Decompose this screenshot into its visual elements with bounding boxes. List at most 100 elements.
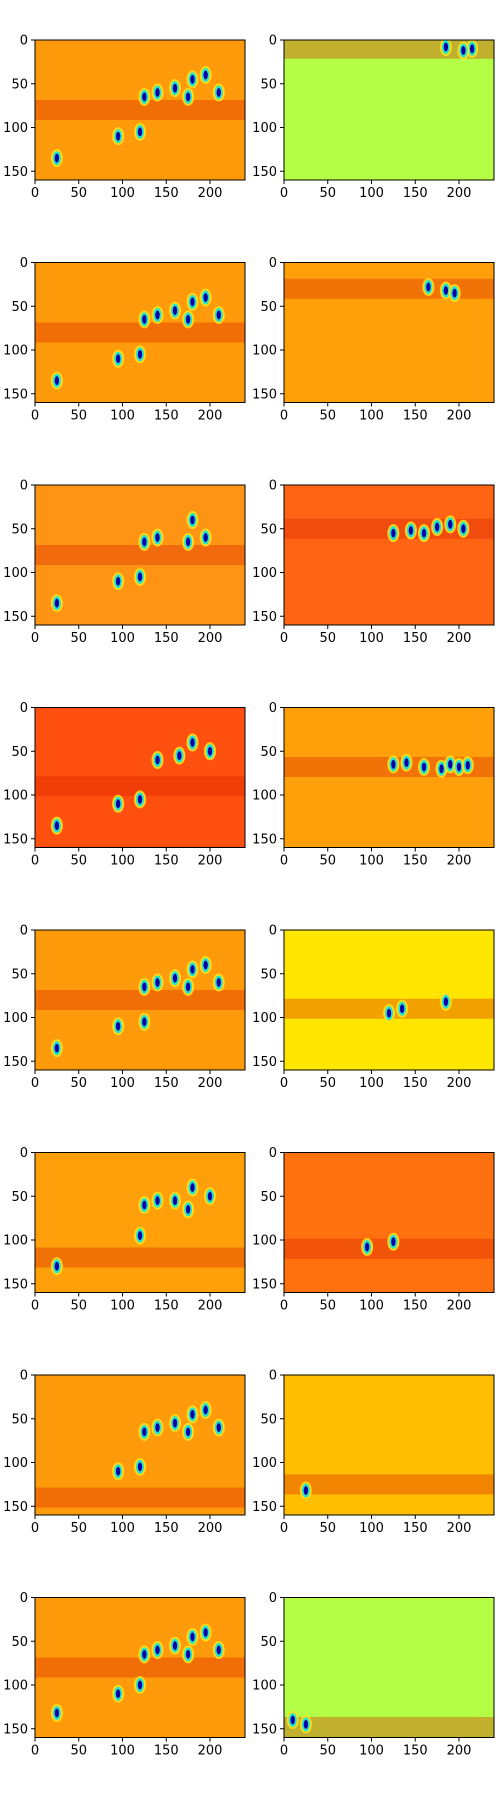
y-tick-label: 50 [260,1190,277,1205]
blob-core [386,1008,392,1018]
x-tick-label: 150 [403,854,428,869]
y-tick-label: 0 [269,1146,277,1161]
heatmap-background [35,485,245,625]
blob-core [54,1708,60,1718]
y-tick-label: 50 [260,967,277,982]
x-tick-label: 100 [110,631,135,646]
x-tick-label: 200 [198,631,223,646]
heatmap-panel-7-1: 0 50 100 150 200 0 50 100 150 [3,1369,246,1536]
heatmap-panel-7-2: 0 50 100 150 200 0 50 100 150 [252,1369,495,1536]
blob-core [172,973,178,983]
blob-core [185,1649,191,1659]
heatmap-background [284,262,494,403]
heatmap-panel-1-1: 0 50 100 150 200 0 50 100 150 [3,34,246,201]
x-tick-label: 0 [280,1076,288,1091]
x-tick-label: 0 [280,1521,288,1536]
heatmap-image [284,262,494,403]
x-tick-label: 0 [31,186,39,201]
y-tick-label: 100 [3,789,28,804]
blob-core [421,762,427,772]
blob-core [465,760,470,770]
x-tick-label: 150 [154,1744,179,1759]
axes-frame [283,484,495,626]
y-tick-label: 50 [260,1412,277,1427]
blob-core [155,1423,160,1432]
heatmap-band [284,1474,494,1495]
blob-core [203,533,208,542]
blob-core [172,1196,178,1206]
x-tick-label: 150 [403,186,428,201]
blob-core [404,758,409,768]
x-tick-label: 50 [70,186,87,201]
blob-core [421,528,427,538]
blob-core [426,282,431,292]
blob-core [391,1237,396,1247]
blob-core [155,533,160,542]
blob-core [54,1043,60,1053]
heatmap-image [284,485,494,625]
x-tick-label: 150 [154,854,179,869]
blob-core [443,42,449,52]
blob-core [216,310,221,320]
heatmap-background [35,930,245,1070]
axes-frame [34,262,246,403]
heatmap-background [284,707,494,848]
x-tick-label: 150 [403,1076,428,1091]
y-tick-label: 150 [3,1722,28,1737]
y-tick-label: 0 [20,1369,28,1384]
blob-core [142,537,147,547]
blob-core [142,1427,147,1437]
heatmap-image [35,930,245,1070]
x-tick-label: 0 [31,1299,39,1314]
x-tick-label: 0 [31,1521,39,1536]
x-tick-label: 150 [403,409,428,424]
heatmap-image [284,707,494,848]
x-tick-label: 200 [198,186,223,201]
y-tick-label: 150 [3,610,28,625]
blob-core [115,131,121,141]
axes-frame [283,1152,495,1293]
x-tick-label: 100 [359,1521,384,1536]
heatmap-background [284,40,494,180]
y-tick-label: 150 [3,832,28,847]
y-tick-label: 150 [252,610,277,625]
heatmap-band [35,1247,245,1268]
heatmap-image [35,262,245,403]
blob-core [177,751,182,761]
blob-core [190,74,195,84]
blob-core [142,92,147,102]
y-tick-label: 0 [20,1591,28,1606]
axes-frame [283,929,495,1071]
axes-frame [34,707,246,848]
blob-core [190,297,195,307]
y-tick-label: 100 [252,1011,277,1026]
heatmap-band [35,545,245,565]
x-tick-label: 50 [70,854,87,869]
x-tick-label: 200 [198,854,223,869]
y-tick-label: 50 [260,1635,277,1650]
x-tick-label: 0 [31,1744,39,1759]
x-tick-label: 100 [110,186,135,201]
x-tick-label: 50 [319,1299,336,1314]
x-tick-label: 0 [31,854,39,869]
blob-core [155,1196,160,1206]
y-tick-label: 50 [260,300,277,315]
heatmap-image [284,40,494,180]
y-tick-label: 150 [252,832,277,847]
blob-core [137,1462,143,1472]
blob-core [142,1017,147,1027]
y-tick-label: 150 [252,1500,277,1515]
heatmap-panel-8-1: 0 50 100 150 200 0 50 100 150 [3,1591,246,1759]
x-tick-label: 200 [447,186,472,201]
x-tick-label: 50 [70,1744,87,1759]
x-tick-label: 200 [198,1521,223,1536]
y-tick-label: 50 [11,967,28,982]
x-tick-label: 150 [154,1076,179,1091]
blob-core [216,1645,221,1655]
y-tick-label: 100 [252,1679,277,1694]
axes-frame [283,262,495,403]
heatmap-panel-4-2: 0 50 100 150 200 0 50 100 150 [252,701,495,869]
y-tick-label: 0 [20,479,28,494]
heatmap-panel-1-2: 0 50 100 150 200 0 50 100 150 [252,34,495,201]
y-tick-label: 150 [3,1055,28,1070]
